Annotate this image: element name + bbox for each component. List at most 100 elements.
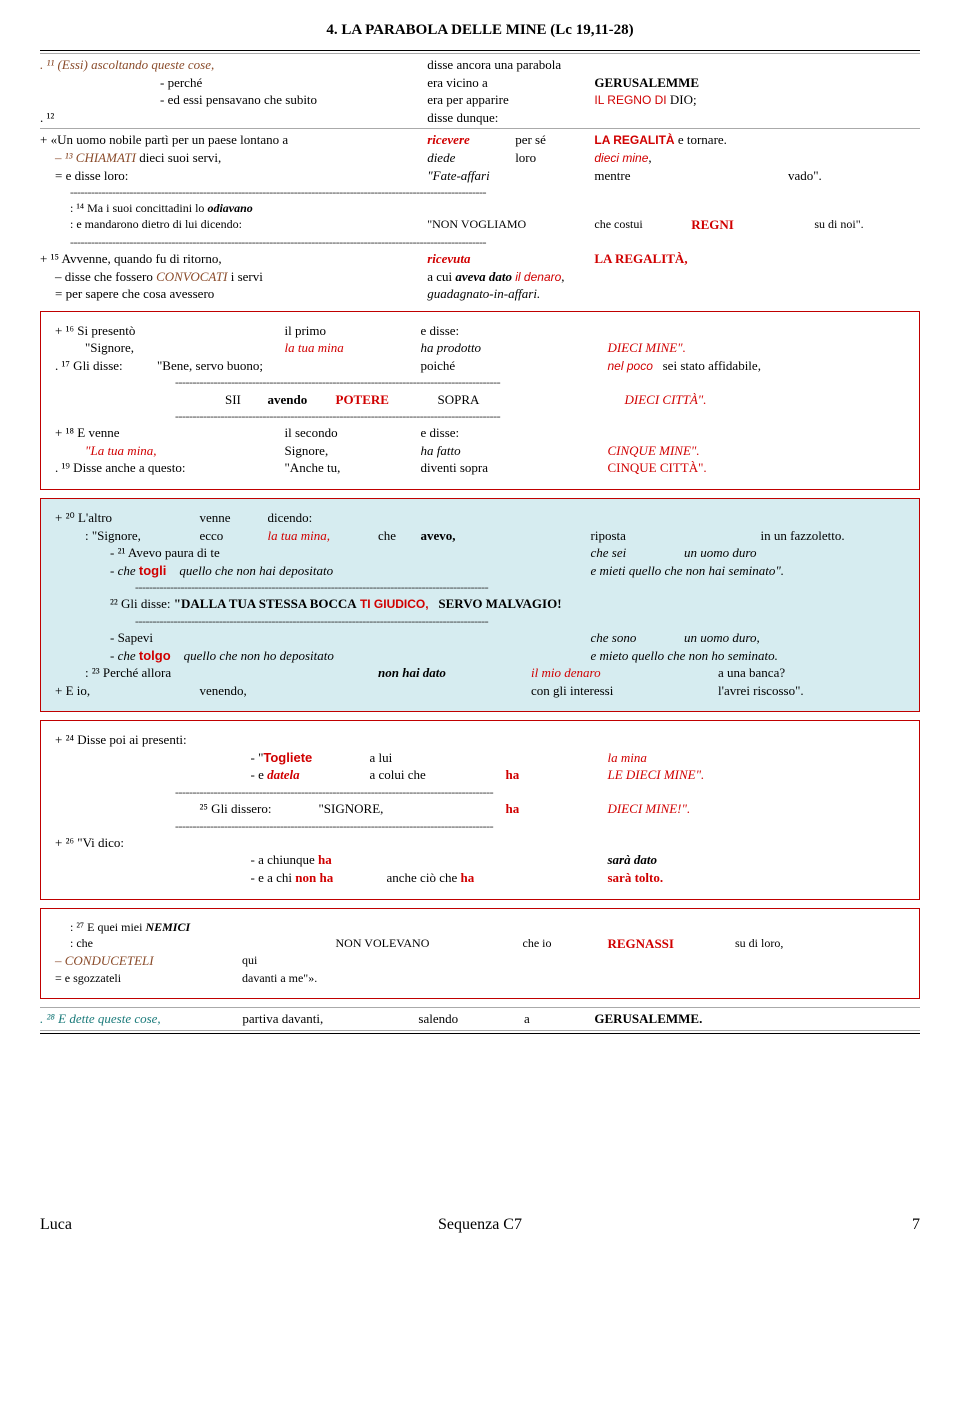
text: su di loro, — [735, 935, 905, 953]
text: in un fazzoletto. — [761, 527, 906, 545]
text: - Sapevi — [55, 629, 591, 647]
divider — [40, 1030, 920, 1031]
verse-row: . ¹² disse dunque: — [40, 109, 920, 127]
text: : e mandarono dietro di lui dicendo: — [40, 216, 427, 234]
text: a — [524, 1010, 594, 1028]
text: "Signore, — [55, 339, 285, 357]
text: salendo — [418, 1010, 524, 1028]
verse-row: - a chiunque ha sarà dato — [55, 851, 905, 869]
text: NEMICI — [145, 920, 190, 934]
text: : ¹⁴ Ma i suoi concittadini lo odiavano — [40, 200, 920, 216]
verse-row: : ²³ Perché allora non hai dato il mio d… — [55, 664, 905, 682]
divider — [40, 128, 920, 129]
verse-row: = per sapere che cosa avessero guadagnat… — [40, 285, 920, 303]
text: – disse che fossero CONVOCATI i servi — [40, 268, 427, 286]
text: che io — [523, 935, 608, 953]
divider — [40, 50, 920, 51]
text: - e a chi non ha — [251, 869, 387, 887]
text: ecco — [200, 527, 268, 545]
text: = e disse loro: — [40, 167, 427, 185]
verse-row: SII avendo POTERE SOPRA DIECI CITTÀ". — [55, 391, 905, 409]
verse-row: : "Signore, ecco la tua mina, che avevo,… — [55, 527, 905, 545]
verse-row: : che NON VOLEVANO che io REGNASSI su di… — [55, 935, 905, 953]
text: ha — [460, 870, 474, 885]
text: – disse che fossero — [55, 269, 153, 284]
text: nel poco sei stato affidabile, — [608, 357, 906, 375]
text: "NON VOGLIAMO — [427, 216, 594, 234]
text: DIECI MINE". — [608, 339, 906, 357]
block-servants: + ¹⁶ Si presentò il primo e disse: "Sign… — [40, 311, 920, 490]
verse-row: "La tua mina, Signore, ha fatto CINQUE M… — [55, 442, 905, 460]
text: quello che non hai depositato — [179, 563, 333, 578]
verse-row: - che tolgo quello che non ho depositato… — [55, 647, 905, 665]
text: a colui che — [370, 766, 506, 784]
text: venendo, — [200, 682, 532, 700]
dash-divider: ----------------------------------------… — [40, 184, 920, 200]
text: . ¹⁷ Gli disse: — [55, 357, 157, 375]
text: era per apparire — [427, 91, 594, 109]
verse-row: - ed essi pensavano che subito era per a… — [40, 91, 920, 109]
text: ha fatto — [421, 442, 608, 460]
text: + ¹⁸ E venne — [55, 424, 285, 442]
text: GERUSALEMME. — [594, 1010, 920, 1028]
text: con gli interessi — [531, 682, 718, 700]
text: venne — [200, 509, 268, 527]
text: : che — [55, 935, 336, 953]
verse-row: ²² Gli disse: "DALLA TUA STESSA BOCCA TI… — [55, 595, 905, 613]
text: partiva davanti, — [242, 1010, 418, 1028]
text: il primo — [285, 322, 421, 340]
text: un uomo duro, — [684, 629, 905, 647]
text: - ed essi pensavano che subito — [40, 91, 427, 109]
footer-center: Sequenza C7 — [40, 1214, 920, 1236]
dash-divider: ----------------------------------------… — [40, 234, 920, 250]
text: qui — [242, 952, 905, 970]
dash-divider: ----------------------------------------… — [55, 374, 905, 390]
text: "Fate-affari — [427, 167, 594, 185]
text: TI GIUDICO, — [360, 597, 429, 611]
verse-row: - e a chi non ha anche ciò che ha sarà t… — [55, 869, 905, 887]
dash-divider: ----------------------------------------… — [55, 408, 905, 424]
text: la mina — [608, 749, 906, 767]
verse-row: = e disse loro: "Fate-affari mentre vado… — [40, 167, 920, 185]
text: CINQUE CITTÀ". — [608, 459, 906, 477]
text: SOPRA — [438, 391, 625, 409]
text: i servi — [231, 269, 263, 284]
text: - che — [110, 648, 136, 663]
text: REGNASSI — [608, 935, 736, 953]
text: dicendo: — [268, 509, 906, 527]
verse-row: . ¹¹ (Essi) ascoltando queste cose, diss… — [40, 56, 920, 74]
text: ²⁵ Gli dissero: — [200, 800, 319, 818]
text: DIO — [670, 92, 693, 107]
footer-right: 7 — [912, 1214, 920, 1236]
text: aveva dato — [455, 269, 512, 284]
text: LA REGALITÀ e tornare. — [594, 131, 920, 149]
text: era vicino a — [427, 74, 594, 92]
text: = per sapere che cosa avessero — [40, 285, 427, 303]
text: "Anche tu, — [285, 459, 421, 477]
text: avendo — [268, 391, 336, 409]
verse-row: + ¹⁶ Si presentò il primo e disse: — [55, 322, 905, 340]
text: "Bene, servo buono; — [157, 357, 421, 375]
block-conclusion: + ²⁴ Disse poi ai presenti: - "Togliete … — [40, 720, 920, 899]
text: + ²⁰ L'altro — [55, 509, 200, 527]
text: IL REGNO DI DIO; — [594, 91, 920, 109]
text: ricevere — [427, 131, 515, 149]
text: "La tua mina, — [55, 442, 285, 460]
verse-row: + «Un uomo nobile partì per un paese lon… — [40, 131, 920, 149]
verse-row: - perché era vicino a GERUSALEMME — [40, 74, 920, 92]
text: REGNI — [691, 216, 814, 234]
divider — [40, 1007, 920, 1008]
text: LA REGALITÀ, — [594, 250, 920, 268]
text: Signore, — [285, 442, 421, 460]
text: ha — [506, 766, 608, 784]
text: che — [378, 527, 421, 545]
text: ricevuta — [427, 250, 594, 268]
text: a cui — [427, 269, 452, 284]
verse-row: . ²⁸ E dette queste cose, partiva davant… — [40, 1010, 920, 1028]
text: + ¹⁵ Avvenne, quando fu di ritorno, — [40, 250, 427, 268]
text: SERVO MALVAGIO! — [438, 596, 561, 611]
text: GERUSALEMME — [594, 74, 920, 92]
text: CONVOCATI — [156, 269, 227, 284]
text: e tornare. — [678, 132, 727, 147]
text: . ²⁸ E dette queste cose, — [40, 1010, 242, 1028]
